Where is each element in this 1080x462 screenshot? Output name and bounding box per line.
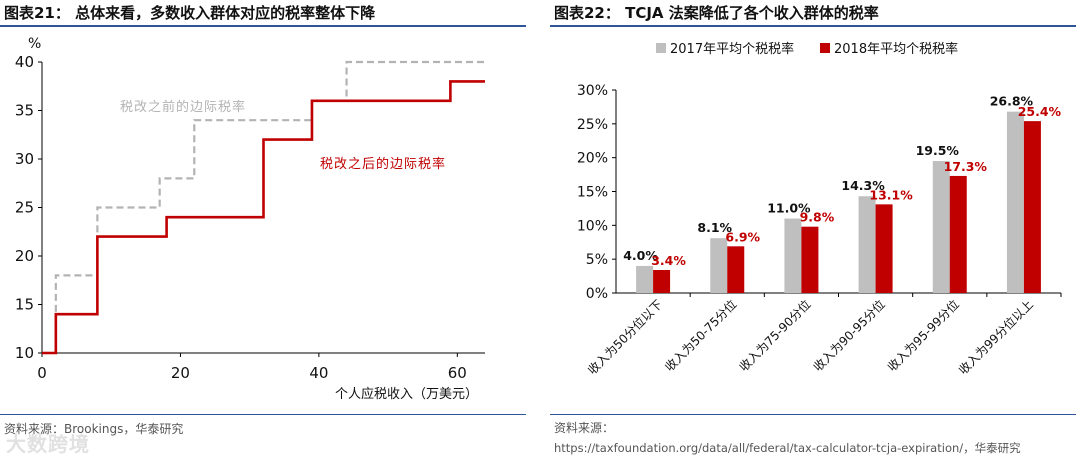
right-chart-title: 图表22： TCJA 法案降低了各个收入群体的税率 [554,4,879,22]
data-label-2017: 8.1% [697,220,732,235]
right-source-rule [550,414,1076,415]
category-label: 收入为50-75分位 [662,297,740,375]
legend-label-2017: 2017年平均个税税率 [670,41,794,57]
right-source-label: 资料来源： [554,421,615,435]
left-x-axis-label: 个人应税收入（万美元） [335,386,478,402]
left-y-tick-label: 35 [15,102,34,120]
right-y-tick-label: 15% [577,185,608,201]
bar-2018 [727,246,745,293]
category-label: 收入为50分位以下 [584,297,665,378]
data-label-2017: 11.0% [767,201,811,216]
right-y-tick-label: 30% [577,83,608,99]
right-y-tick-label: 20% [577,151,608,167]
left-y-unit-label: % [28,36,41,52]
bar-2017 [1006,111,1024,293]
left-step-chart: 10 15 20 25 30 35 40 0 20 40 60% 个人应税收入（万美元） 税改之前的边际… [15,36,485,402]
left-x-tick-label: 60 [448,364,467,382]
left-source: 资料来源：Brookings，华泰研究 [4,422,184,436]
bar-2018 [875,204,893,293]
data-label-2017: 14.3% [841,178,885,193]
bar-2018 [1023,121,1041,293]
data-label-2018: 9.8% [800,210,835,225]
left-y-tick-label: 10 [15,344,34,362]
category-label: 收入为99分位以上 [955,297,1036,378]
left-y-tick-label: 40 [15,53,34,71]
left-x-tick-label: 0 [37,364,47,382]
category-label: 收入为75-90分位 [736,297,814,375]
left-y-tick-label: 15 [15,296,34,314]
left-y-tick-label: 30 [15,150,34,168]
data-label-2017: 4.0% [623,248,658,263]
left-panel: 图表21： 总体来看，多数收入群体对应的税率整体下降 10 15 20 25 30 35 4… [0,0,530,462]
bar-2017 [636,265,654,293]
after-reform-annotation: 税改之后的边际税率 [320,156,446,172]
left-y-tick-label: 20 [15,247,34,265]
bar-2018 [801,226,819,293]
category-label: 收入为95-99分位 [884,297,962,375]
right-bar-chart: 2017年平均个税税率 2018年平均个税税率 0% 5% 10% 15% 20% 25% 30… [577,41,1062,378]
bar-2018 [653,269,671,293]
right-y-tick-label: 5% [586,252,608,268]
data-label-2018: 25.4% [1018,104,1062,119]
legend-swatch-2018 [820,43,830,53]
data-label-2018: 3.4% [651,253,686,268]
watermark: 大数跨境 [6,432,90,456]
legend-swatch-2017 [656,43,666,53]
category-label: 收入为90-95分位 [810,297,888,375]
right-y-tick-label: 10% [577,218,608,234]
left-source-rule [0,414,526,415]
data-label-2018: 17.3% [944,159,988,174]
bar-2018 [949,175,967,293]
left-y-tick-label: 25 [15,199,34,217]
right-title-rule [550,25,1076,27]
right-source-url: https://taxfoundation.org/data/all/feder… [554,441,1021,455]
left-x-tick-label: 20 [171,364,190,382]
data-label-2018: 6.9% [725,229,760,244]
right-y-tick-label: 25% [577,117,608,133]
after-reform-line [42,80,485,355]
data-label-2017: 26.8% [990,94,1034,109]
right-y-tick-label: 0% [586,286,608,302]
bar-2017 [784,218,802,293]
data-label-2017: 19.5% [916,143,960,158]
right-panel: 图表22： TCJA 法案降低了各个收入群体的税率 2017年平均个税税率 201… [550,0,1080,462]
bar-2017 [932,161,950,293]
left-title-rule [0,25,526,27]
before-reform-annotation: 税改之前的边际税率 [120,99,246,115]
bar-2017 [858,196,876,293]
bar-2017 [710,238,728,293]
legend-label-2018: 2018年平均个税税率 [834,41,958,57]
data-label-2018: 13.1% [869,187,913,202]
left-chart-title: 图表21： 总体来看，多数收入群体对应的税率整体下降 [4,4,376,22]
left-x-tick-label: 40 [309,364,328,382]
